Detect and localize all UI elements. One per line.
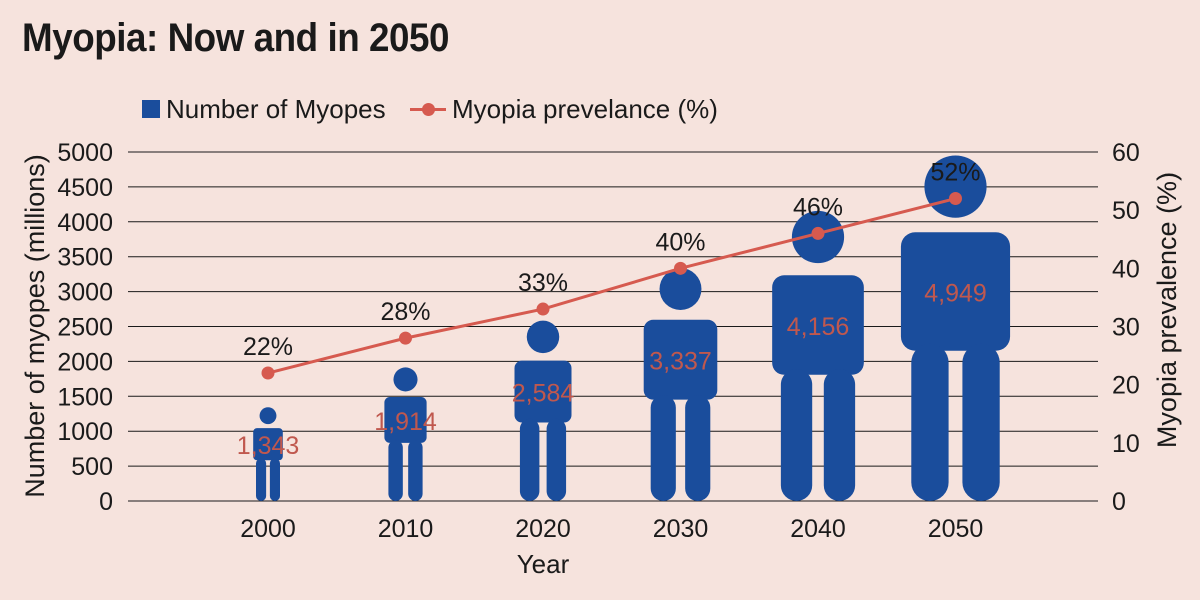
- chart-title: Myopia: Now and in 2050: [22, 16, 450, 60]
- bar-figure: [384, 367, 427, 501]
- x-tick-label: 2020: [515, 515, 571, 543]
- bar-figure-leg: [408, 440, 423, 501]
- bar-figure: [253, 407, 283, 501]
- legend-item-bars: Number of Myopes: [142, 92, 386, 126]
- y-left-tick-label: 1000: [57, 418, 113, 446]
- prevalence-point: [949, 192, 962, 206]
- prevalence-point: [399, 331, 412, 345]
- bar-figure-leg: [519, 418, 540, 501]
- bar-figure: [643, 268, 718, 501]
- bar-figure-head: [526, 320, 560, 354]
- y-right-tick-label: 40: [1112, 255, 1140, 283]
- x-tick-label: 2000: [240, 515, 296, 543]
- bar-figure-head: [259, 407, 277, 425]
- bar-figure-torso: [384, 397, 427, 443]
- prevalence-label: 46%: [793, 193, 843, 221]
- y-left-axis-title: Number of myopes (millions): [20, 154, 50, 498]
- legend-swatch-line: [410, 100, 446, 118]
- y-left-tick-label: 3000: [57, 279, 113, 307]
- bar-value-label: 3,337: [649, 348, 712, 376]
- bar-value-label: 1,914: [374, 408, 437, 436]
- prevalence-label: 22%: [243, 333, 293, 361]
- prevalence-line: [267, 197, 956, 375]
- y-left-tick-label: 2500: [57, 314, 113, 342]
- bar-figure-leg: [780, 369, 813, 501]
- y-left-tick-label: 5000: [57, 139, 113, 167]
- bar-figure-leg: [911, 343, 949, 501]
- legend-label-bars: Number of Myopes: [166, 93, 386, 124]
- y-right-tick-label: 20: [1112, 372, 1140, 400]
- prevalence-point: [261, 366, 275, 380]
- y-left-tick-label: 4500: [57, 174, 113, 202]
- bar-figure: [514, 320, 572, 501]
- bar-figure-leg: [388, 440, 403, 501]
- bar-figure-leg: [685, 395, 711, 501]
- legend-label-line: Myopia prevelance (%): [452, 93, 718, 124]
- prevalence-label: 33%: [518, 269, 568, 297]
- prevalence-point: [811, 226, 825, 240]
- bar-figure-torso: [772, 275, 864, 375]
- y-left-tick-label: 3500: [57, 244, 113, 272]
- legend-swatch-bars: [142, 100, 160, 118]
- bar-figure: [772, 210, 864, 501]
- bar-value-label: 4,156: [787, 313, 850, 341]
- bar-figure-leg: [823, 369, 856, 501]
- y-right-tick-label: 30: [1112, 314, 1140, 342]
- bar-figure-leg: [269, 458, 280, 501]
- y-left-tick-label: 4000: [57, 209, 113, 237]
- y-right-axis-title: Myopia prevalence (%): [1152, 172, 1182, 448]
- y-left-tick-label: 0: [99, 488, 113, 516]
- y-right-tick-label: 0: [1112, 488, 1126, 516]
- bar-figure-leg: [650, 395, 676, 501]
- x-tick-label: 2040: [790, 515, 846, 543]
- prevalence-label: 52%: [930, 159, 980, 187]
- bar-figure-torso: [643, 319, 718, 400]
- bar-figure-torso: [253, 428, 283, 461]
- prevalence-label: 40%: [655, 228, 705, 256]
- prevalence-point: [674, 261, 687, 275]
- prevalence-point: [536, 302, 550, 316]
- y-left-tick-label: 1500: [57, 383, 113, 411]
- x-tick-label: 2030: [653, 515, 709, 543]
- bar-figure: [900, 155, 1011, 501]
- bar-figure-leg: [256, 458, 267, 501]
- y-left-tick-label: 500: [71, 453, 113, 481]
- bar-figure-torso: [900, 232, 1011, 351]
- bar-figure-torso: [514, 360, 572, 423]
- y-right-tick-label: 10: [1112, 430, 1140, 458]
- bar-figure-head: [659, 268, 702, 311]
- bar-figure-leg: [546, 418, 567, 501]
- y-left-tick-label: 2000: [57, 348, 113, 376]
- y-right-tick-label: 50: [1112, 197, 1140, 225]
- bar-value-label: 4,949: [924, 279, 987, 307]
- legend-item-line: Myopia prevelance (%): [410, 92, 718, 126]
- prevalence-label: 28%: [380, 298, 430, 326]
- x-axis-title: Year: [517, 549, 570, 579]
- y-right-tick-label: 60: [1112, 139, 1140, 167]
- bar-value-label: 1,343: [237, 432, 300, 460]
- bar-figure-head: [393, 367, 418, 392]
- bar-value-label: 2,584: [512, 380, 575, 408]
- bar-figure-leg: [962, 343, 1000, 501]
- x-tick-label: 2010: [378, 515, 434, 543]
- x-tick-label: 2050: [928, 515, 984, 543]
